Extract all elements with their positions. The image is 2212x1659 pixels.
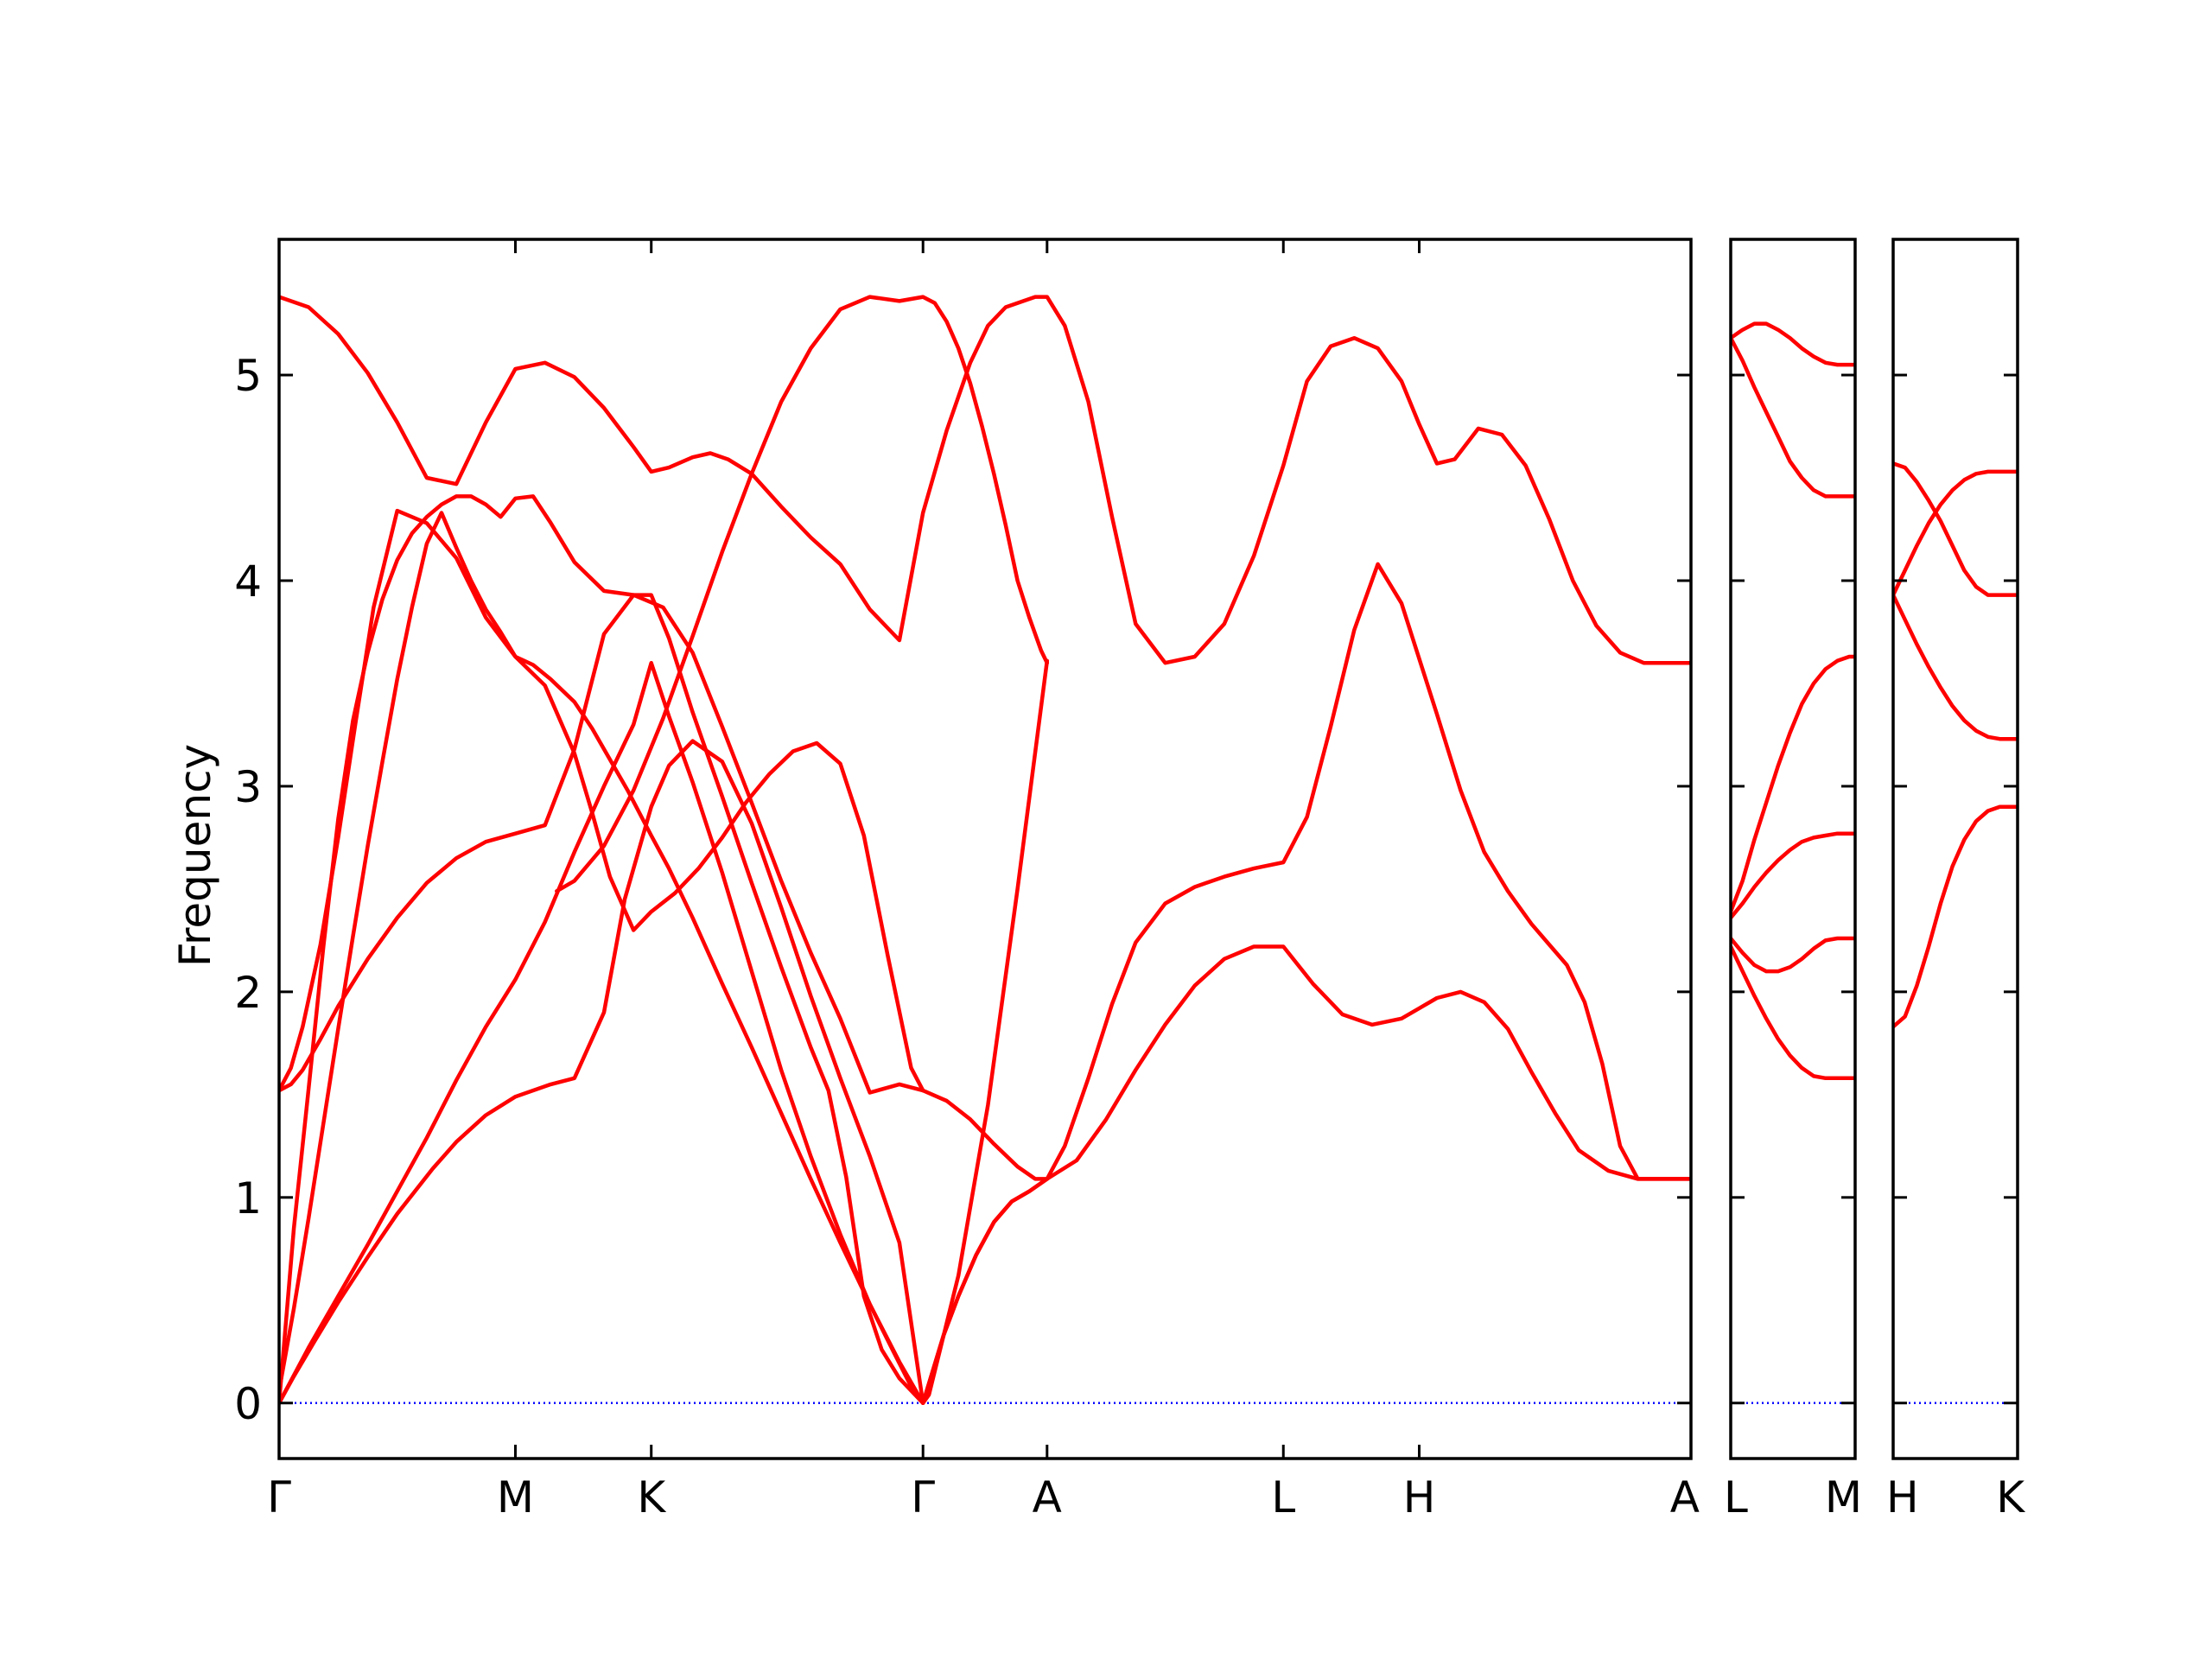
band-line-2 — [279, 562, 1691, 1406]
band-line-4 — [1731, 831, 1855, 920]
x-tick-label: Γ — [267, 1472, 291, 1522]
band-line-2 — [1893, 469, 2018, 597]
band-line-5 — [279, 593, 1050, 1181]
band-line-3 — [1893, 593, 2018, 741]
band-line-1 — [1731, 321, 1855, 367]
band-series-group — [1893, 461, 2018, 1029]
x-tick-label: L — [1271, 1472, 1295, 1522]
x-tick-label: A — [1670, 1472, 1700, 1522]
band-line-3 — [279, 494, 1050, 1406]
band-line-6 — [1731, 944, 1855, 1081]
band-line-1 — [1893, 461, 2018, 597]
x-tick-label: Γ — [911, 1472, 935, 1522]
band-line-3 — [1731, 654, 1855, 914]
band-line-4 — [279, 511, 925, 1406]
band-series-group — [1731, 321, 1855, 1081]
band-line-8 — [555, 295, 1050, 893]
band-line-5 — [1731, 936, 1855, 974]
y-tick-label: 4 — [234, 556, 262, 607]
band-line-6 — [279, 508, 925, 1093]
x-tick-label: M — [497, 1472, 534, 1522]
panel-frame — [1729, 238, 1857, 1460]
x-tick-label: M — [1825, 1472, 1862, 1522]
band-series-group — [279, 295, 1691, 1406]
y-tick-label: 1 — [234, 1173, 262, 1224]
y-tick-label: 0 — [234, 1379, 262, 1429]
y-tick-label: 5 — [234, 351, 262, 401]
x-tick-label: K — [1996, 1472, 2025, 1522]
x-tick-label: L — [1724, 1472, 1748, 1522]
x-tick-label: H — [1886, 1472, 1919, 1522]
band-line-2 — [1731, 335, 1855, 499]
panel-frame — [1891, 238, 2019, 1460]
band-line-4 — [1893, 804, 2018, 1029]
y-tick-label: 2 — [234, 968, 262, 1018]
panel-1: 0 1 2 3 4 5 Γ M K Γ A L H A — [234, 238, 1700, 1522]
x-tick-label: H — [1403, 1472, 1436, 1522]
y-tick-label: 3 — [234, 762, 262, 812]
panel-frame — [277, 238, 1693, 1460]
band-line-7 — [279, 295, 1691, 665]
x-tick-label: A — [1033, 1472, 1062, 1522]
x-tick-label: K — [637, 1472, 666, 1522]
y-axis-title: Frequency — [170, 744, 220, 967]
